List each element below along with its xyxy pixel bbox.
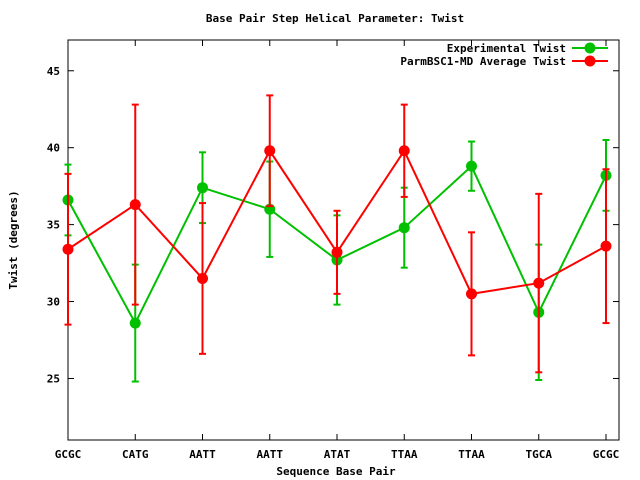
x-tick-label: AATT: [189, 448, 216, 461]
y-tick-label: 40: [47, 142, 60, 155]
x-tick-label: GCGC: [593, 448, 620, 461]
x-axis-label: Sequence Base Pair: [276, 465, 396, 478]
x-tick-label: GCGC: [55, 448, 82, 461]
x-tick-label: TTAA: [458, 448, 485, 461]
y-tick-label: 30: [47, 296, 60, 309]
x-tick-label: ATAT: [324, 448, 351, 461]
legend-marker-experimental: [584, 42, 596, 54]
data-point-parmbsc1: [466, 288, 477, 300]
data-point-parmbsc1: [331, 246, 343, 258]
legend: Experimental Twist ParmBSC1-MD Average T…: [400, 42, 608, 68]
data-point-parmbsc1: [264, 145, 276, 157]
y-tick-label: 35: [47, 219, 60, 232]
series-marks-parmbsc1: [62, 94, 612, 374]
data-point-experimental: [129, 317, 141, 329]
y-tick-label: 45: [47, 65, 60, 78]
x-tick-label: CATG: [122, 448, 149, 461]
data-point-parmbsc1: [129, 199, 141, 211]
data-point-parmbsc1: [197, 272, 208, 284]
series-layer: [62, 94, 612, 383]
y-axis-label: Twist (degrees): [7, 190, 20, 289]
legend-label-experimental: Experimental Twist: [447, 42, 566, 55]
legend-label-parmbsc1: ParmBSC1-MD Average Twist: [400, 55, 566, 68]
data-point-parmbsc1: [600, 240, 612, 252]
chart-title: Base Pair Step Helical Parameter: Twist: [206, 12, 464, 25]
axis-ticks: 25 30 35 40 45 GCGC CATG AATT AATT ATAT TTAA TTAA TG…: [47, 40, 620, 461]
x-tick-label: TTAA: [391, 448, 418, 461]
data-point-experimental: [398, 222, 410, 234]
data-point-experimental: [466, 160, 477, 172]
data-point-parmbsc1: [398, 145, 410, 157]
data-point-parmbsc1: [533, 277, 545, 289]
data-point-parmbsc1: [62, 243, 74, 255]
x-tick-label: TGCA: [526, 448, 553, 461]
data-point-experimental: [197, 182, 208, 194]
y-tick-label: 25: [47, 372, 60, 385]
legend-marker-parmbsc1: [584, 55, 596, 67]
x-tick-label: AATT: [257, 448, 284, 461]
